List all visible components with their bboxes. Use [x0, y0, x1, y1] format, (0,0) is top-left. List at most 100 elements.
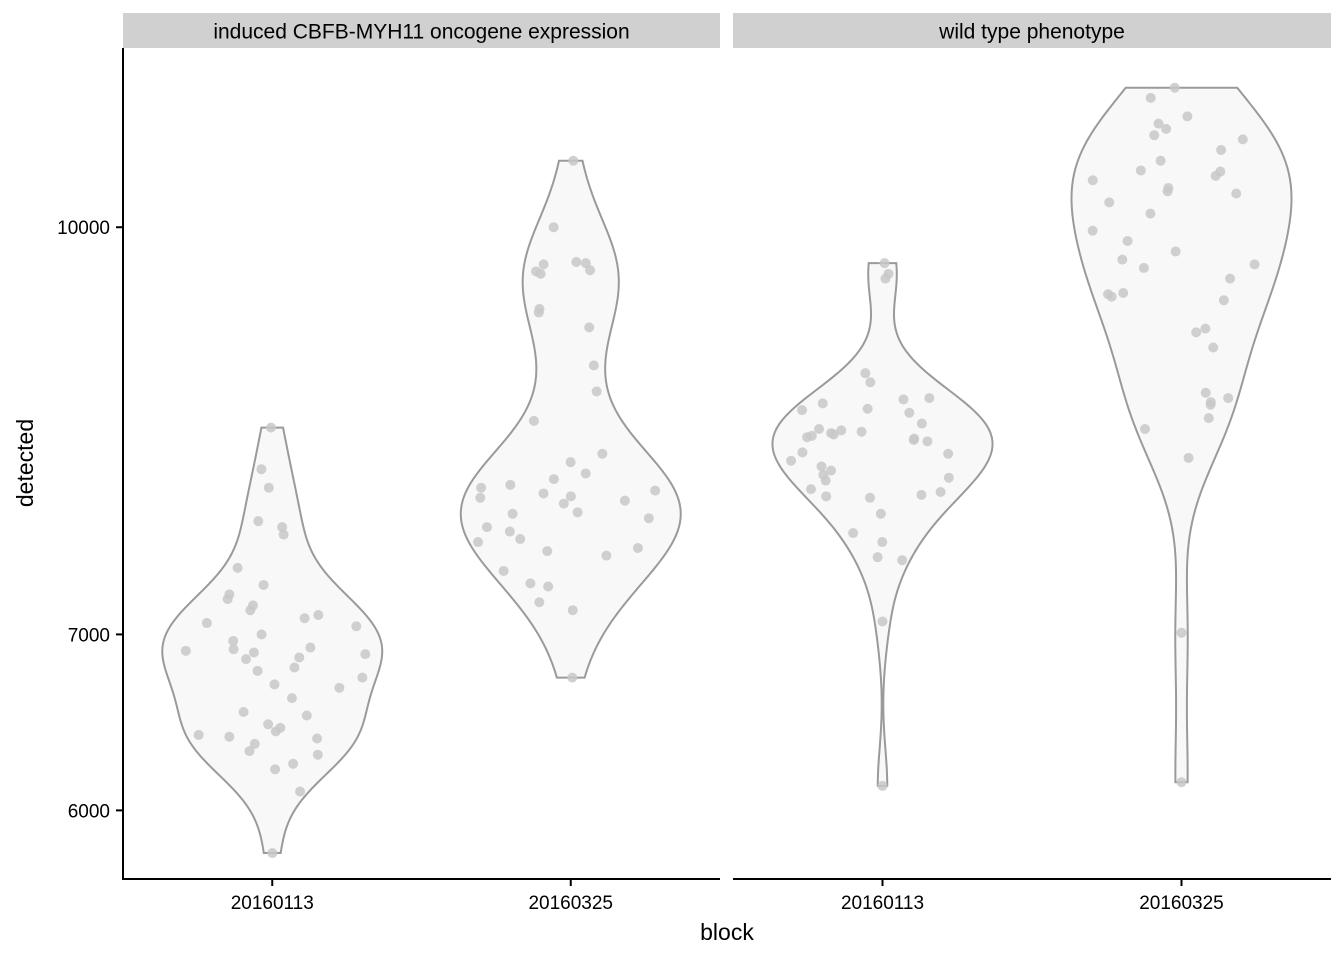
y-tick-label: 10000 — [57, 218, 110, 239]
x-tick-label: 20160113 — [231, 893, 314, 914]
data-point — [591, 386, 602, 397]
data-point — [253, 516, 264, 527]
data-point — [786, 455, 797, 466]
data-point — [263, 719, 274, 730]
data-point — [1200, 323, 1211, 334]
data-point — [1087, 225, 1098, 236]
data-point — [818, 469, 829, 480]
data-point — [481, 522, 492, 533]
data-point — [542, 546, 553, 557]
data-point — [313, 610, 324, 621]
data-point — [305, 642, 316, 653]
data-point — [256, 629, 267, 640]
data-point — [505, 479, 516, 490]
data-point — [534, 597, 545, 608]
data-point — [821, 491, 832, 502]
data-point — [568, 155, 579, 166]
y-tick-label: 7000 — [68, 625, 110, 646]
data-point — [244, 746, 255, 757]
data-point — [538, 488, 549, 499]
data-point — [1104, 197, 1115, 208]
data-point — [883, 268, 894, 279]
data-point — [193, 729, 204, 740]
data-point — [247, 600, 258, 611]
facet-strip-label: wild type phenotype — [938, 21, 1125, 44]
data-point — [877, 537, 888, 548]
data-point — [797, 447, 808, 458]
data-point — [1218, 295, 1229, 306]
data-point — [232, 562, 243, 573]
data-point — [1203, 413, 1214, 424]
data-point — [1149, 130, 1160, 141]
data-point — [228, 644, 239, 655]
violin-shape — [1070, 86, 1293, 784]
facet-strip-0: induced CBFB-MYH11 oncogene expression — [123, 13, 720, 48]
data-point — [548, 222, 559, 233]
data-point — [909, 433, 920, 444]
violin-group-0-0 — [161, 422, 384, 859]
data-point — [252, 665, 263, 676]
data-point — [241, 654, 252, 665]
x-tick-label: 20160325 — [528, 893, 613, 914]
data-point — [1176, 777, 1187, 788]
data-point — [1183, 452, 1194, 463]
data-point — [201, 618, 212, 629]
data-point — [558, 498, 569, 509]
data-point — [601, 550, 612, 561]
violin-shape — [161, 426, 384, 855]
data-point — [1191, 327, 1202, 338]
data-point — [1163, 182, 1174, 193]
data-point — [248, 647, 259, 658]
data-point — [597, 448, 608, 459]
violin-shape — [459, 159, 682, 679]
data-point — [879, 258, 890, 269]
data-point — [289, 662, 300, 673]
data-point — [571, 257, 582, 268]
data-point — [228, 635, 239, 646]
data-point — [525, 578, 536, 589]
data-point — [238, 707, 249, 718]
data-point — [1138, 262, 1149, 273]
data-point — [1087, 175, 1098, 186]
data-point — [1215, 166, 1226, 177]
data-point — [351, 621, 362, 632]
data-point — [1118, 288, 1129, 299]
data-point — [507, 508, 518, 519]
data-point — [806, 430, 817, 441]
data-point — [943, 472, 954, 483]
data-point — [504, 526, 515, 537]
data-point — [565, 457, 576, 468]
data-point — [643, 513, 654, 524]
data-point — [1161, 123, 1172, 134]
data-point — [836, 425, 847, 436]
data-point — [588, 360, 599, 371]
data-point — [1169, 82, 1180, 93]
data-point — [269, 679, 280, 690]
data-point — [916, 489, 927, 500]
data-point — [357, 672, 368, 683]
data-point — [619, 495, 630, 506]
data-point — [935, 487, 946, 497]
data-point — [312, 733, 323, 744]
plot-layer — [161, 82, 1293, 859]
data-point — [572, 507, 583, 518]
data-point — [860, 368, 871, 379]
data-point — [534, 303, 545, 314]
data-point — [301, 710, 312, 721]
data-point — [567, 605, 578, 616]
data-point — [180, 645, 191, 656]
data-point — [270, 764, 281, 775]
data-point — [1122, 236, 1133, 247]
data-point — [1249, 259, 1260, 270]
data-point — [1103, 289, 1114, 300]
data-point — [538, 259, 549, 270]
data-point — [334, 682, 345, 693]
data-point — [943, 448, 954, 459]
data-point — [922, 436, 933, 447]
data-point — [916, 418, 927, 429]
data-point — [249, 738, 260, 749]
data-point — [806, 484, 816, 495]
facet-strip-1: wild type phenotype — [733, 13, 1331, 48]
data-point — [278, 529, 289, 540]
